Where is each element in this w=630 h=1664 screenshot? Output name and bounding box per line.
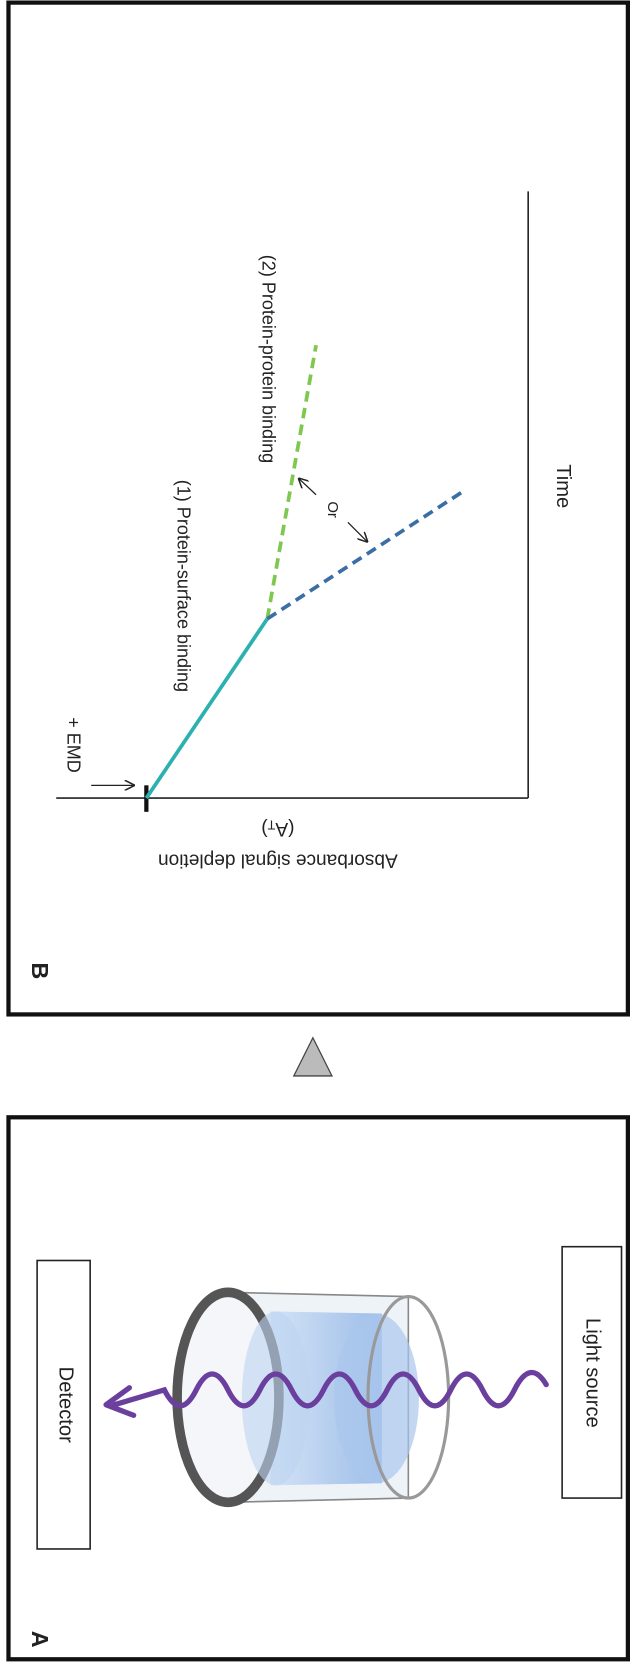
phase-2-label: (2) Protein-protein binding xyxy=(259,255,279,463)
phase-1-line xyxy=(146,619,267,798)
panel-label: B xyxy=(27,963,53,980)
text: ) xyxy=(261,818,267,839)
phase-1-label: (1) Protein-surface binding xyxy=(174,480,194,692)
figure: B + EMD (1) Protein-surface binding (2) … xyxy=(0,0,630,1664)
text: T xyxy=(267,817,275,832)
trigger-label: + EMD xyxy=(63,717,83,773)
y-axis-symbol: (AT) xyxy=(261,817,294,839)
or-arrow xyxy=(348,522,367,541)
text: (A xyxy=(275,818,294,839)
cuvette xyxy=(177,1292,449,1502)
alt-line xyxy=(267,490,464,618)
or-label: Or xyxy=(324,501,340,518)
panel-label: A xyxy=(27,1631,53,1648)
x-axis-label: Time xyxy=(552,464,574,508)
light-label: Light source xyxy=(581,1318,603,1428)
y-axis-label: Absorbance signal depletion xyxy=(158,850,398,871)
detector-label: Detector xyxy=(54,1367,76,1443)
flow-arrow xyxy=(294,1038,332,1076)
or-arrow xyxy=(299,479,316,495)
